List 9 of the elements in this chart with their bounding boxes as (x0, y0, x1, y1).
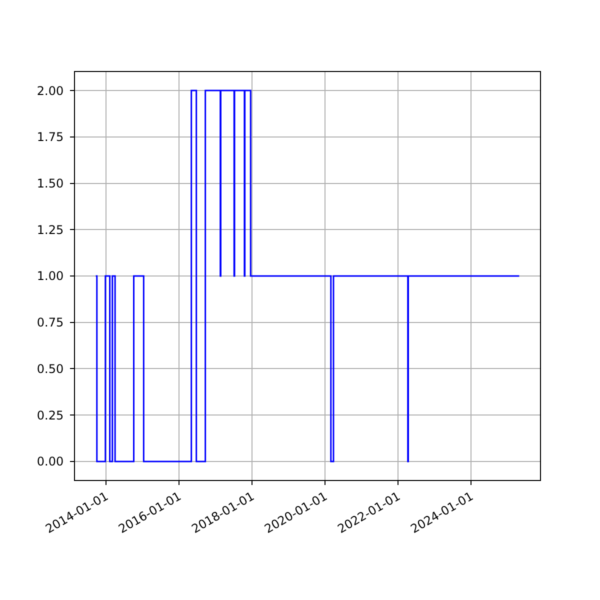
y-tick-label: 0.50 (36, 362, 64, 376)
y-tick-label: 1.75 (36, 130, 64, 144)
y-tick-label: 2.00 (36, 84, 64, 98)
y-tick-label: 0.25 (36, 408, 64, 422)
y-tick-label: 1.25 (36, 222, 64, 237)
y-tick-label: 1.00 (36, 269, 64, 284)
y-tick-label: 0.00 (36, 454, 64, 469)
y-tick-label: 1.50 (36, 176, 64, 190)
y-tick-label: 0.75 (36, 316, 64, 330)
